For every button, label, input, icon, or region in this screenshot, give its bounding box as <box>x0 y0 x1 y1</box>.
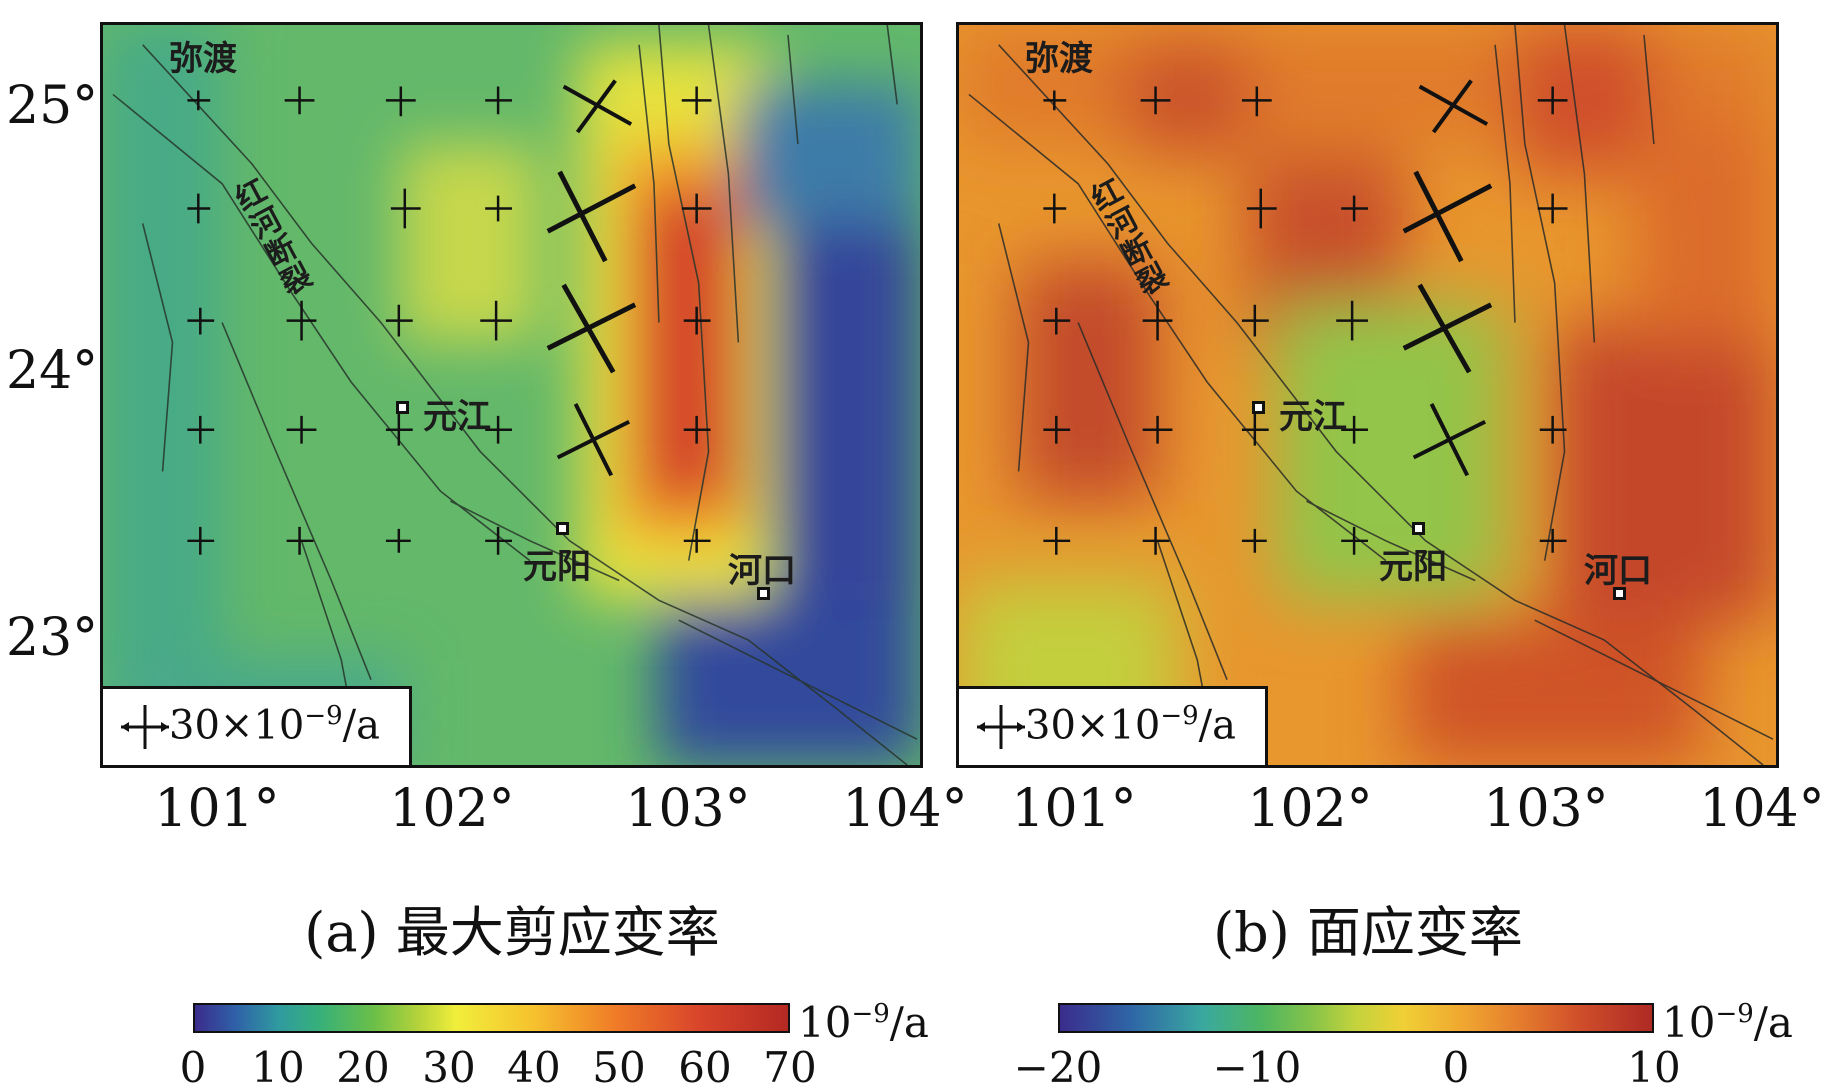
colorbar-areal-unit: 10−9/a <box>1662 998 1793 1047</box>
strain-crosses <box>187 79 712 555</box>
place-yuanjiang: 元江 <box>1279 397 1347 437</box>
lon-label-b-104: 104° <box>1699 779 1825 839</box>
lon-label-a-103: 103° <box>625 779 751 839</box>
lon-label-a-104: 104° <box>842 779 968 839</box>
colorbar-shear-tick: 30 <box>422 1043 476 1092</box>
colorbar-shear-tick: 20 <box>336 1043 390 1092</box>
colorbar-areal-tick: −10 <box>1212 1043 1302 1092</box>
colorbar-shear <box>193 1003 790 1033</box>
colorbar-areal-tick: −20 <box>1013 1043 1103 1092</box>
place-yuanyang: 元阳 <box>1379 547 1447 587</box>
place-midu: 弥渡 <box>169 39 237 79</box>
colorbar-shear-tick: 40 <box>507 1043 561 1092</box>
map-panel-areal: 弥渡 红河断裂 元江 元阳 河口 30×10−9/a <box>956 22 1779 768</box>
place-yuanyang: 元阳 <box>523 547 591 587</box>
station-hekou <box>757 587 770 600</box>
lon-label-a-102: 102° <box>389 779 515 839</box>
colorbar-areal-tick: 0 <box>1442 1043 1470 1092</box>
colorbar-shear-tick: 70 <box>763 1043 817 1092</box>
strain-crosses <box>1043 79 1568 555</box>
areal-strain-map <box>959 25 1776 765</box>
colorbar-areal-tick: 10 <box>1627 1043 1681 1092</box>
shear-strain-map <box>103 25 920 765</box>
lon-label-a-101: 101° <box>154 779 280 839</box>
place-yuanjiang: 元江 <box>423 397 491 437</box>
fault-lines <box>968 25 1774 765</box>
map-panel-max-shear: 弥渡 红河断裂 元江 元阳 河口 30×10−9/a <box>100 22 923 768</box>
station-yuanjiang <box>396 401 409 414</box>
place-hekou: 河口 <box>728 551 796 591</box>
lat-label-23: 23° <box>6 608 99 668</box>
lon-label-b-101: 101° <box>1011 779 1137 839</box>
lon-label-b-102: 102° <box>1247 779 1373 839</box>
lon-label-b-103: 103° <box>1483 779 1609 839</box>
station-yuanjiang <box>1252 401 1265 414</box>
scale-cross-icon <box>977 705 1025 749</box>
colorbar-shear-tick: 10 <box>251 1043 305 1092</box>
scale-legend: 30×10−9/a <box>103 686 412 765</box>
station-yuanyang <box>1412 522 1425 535</box>
station-hekou <box>1613 587 1626 600</box>
scale-legend-text: 30×10−9/a <box>169 701 380 749</box>
lat-label-25: 25° <box>6 76 99 136</box>
colorbar-areal <box>1058 1003 1654 1033</box>
scale-legend: 30×10−9/a <box>959 686 1268 765</box>
scale-legend-text: 30×10−9/a <box>1025 701 1236 749</box>
caption-a: (a) 最大剪应变率 <box>304 901 720 964</box>
colorbar-shear-tick: 60 <box>678 1043 732 1092</box>
place-hekou: 河口 <box>1584 551 1652 591</box>
scale-cross-icon <box>121 705 169 749</box>
lat-label-24: 24° <box>6 341 99 401</box>
colorbar-shear-tick: 0 <box>179 1043 207 1092</box>
colorbar-shear-tick: 50 <box>592 1043 646 1092</box>
colorbar-shear-unit: 10−9/a <box>798 998 929 1047</box>
caption-b: (b) 面应变率 <box>1213 901 1523 964</box>
station-yuanyang <box>556 522 569 535</box>
place-midu: 弥渡 <box>1025 39 1093 79</box>
